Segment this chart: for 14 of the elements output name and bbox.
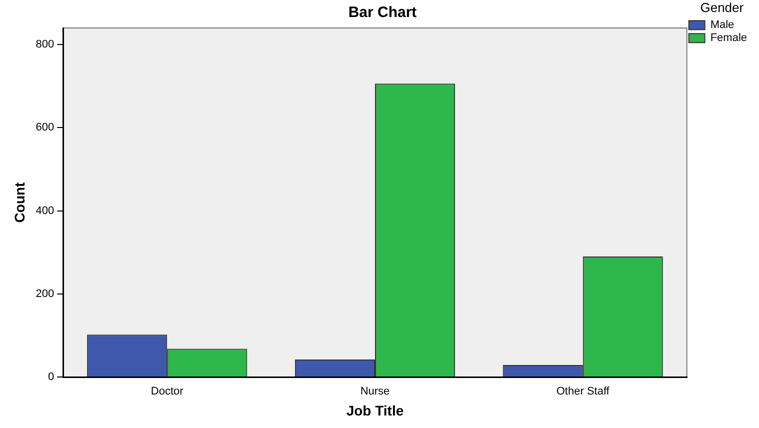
legend-label: Female	[710, 32, 748, 44]
x-axis-title: Job Title	[346, 402, 404, 418]
y-tick-label: 600	[36, 122, 54, 134]
y-axis-title: Count	[11, 182, 28, 223]
y-tick-label: 800	[36, 38, 54, 51]
legend-title: Gender	[700, 0, 744, 16]
legend-label: Male	[710, 19, 734, 32]
x-tick-label: Doctor	[150, 386, 184, 398]
y-tick-label: 200	[36, 288, 54, 300]
chart-title: Bar Chart	[348, 4, 417, 22]
x-tick-label: Nurse	[360, 386, 390, 398]
y-tick-label: 400	[36, 204, 54, 217]
x-tick-label: Other Staff	[556, 386, 610, 398]
y-tick-label: 0	[48, 371, 54, 384]
